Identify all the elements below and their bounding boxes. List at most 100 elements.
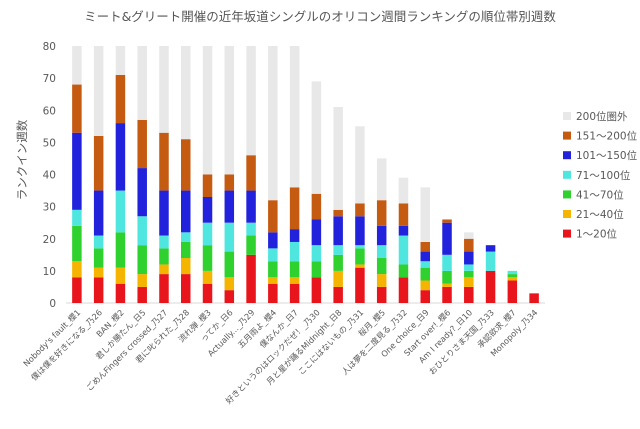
bar-segment [311, 277, 322, 303]
bar-segment [224, 174, 235, 191]
bar-segment [93, 190, 104, 236]
bar-segment [311, 245, 322, 262]
bar-segment [507, 277, 518, 281]
legend-swatch [563, 210, 571, 218]
bar-segment [464, 251, 474, 265]
bar-segment [398, 225, 409, 236]
bar-segment [507, 280, 518, 303]
bar-segment [464, 238, 474, 252]
bar-segment [398, 277, 409, 303]
legend-swatch [563, 190, 571, 199]
bar-segment [93, 135, 104, 191]
bar-segment [289, 229, 300, 242]
y-tick-label: 80 [43, 41, 56, 53]
legend-swatch [563, 229, 571, 238]
bar-segment [72, 261, 82, 278]
bar-segment [420, 280, 430, 291]
bar-segment [137, 119, 147, 169]
bar-segment [464, 232, 474, 239]
bar-segment [464, 277, 474, 287]
bar-segment [246, 254, 256, 303]
bar-segment [115, 283, 126, 303]
bar-segment [376, 245, 387, 259]
bar-segment [268, 261, 278, 278]
bar-segment [442, 286, 452, 303]
legend-label: 200位圏外 [576, 110, 628, 123]
bar-segment [485, 245, 496, 252]
bar-segment [224, 46, 235, 175]
bar-segment [442, 283, 452, 287]
bar-segment [246, 46, 256, 156]
bar-segment [507, 274, 518, 278]
bar-segment [202, 174, 213, 197]
y-axis: 0 10 20 30 40 50 60 70 80 [43, 41, 56, 310]
bar-segment [333, 254, 343, 271]
bar-segment [137, 274, 147, 287]
bar-segment [137, 46, 147, 120]
bar-segment [72, 225, 82, 262]
legend-swatch [563, 170, 571, 179]
bar-segment [355, 203, 365, 217]
bar-segment [181, 274, 191, 303]
bar-segment [246, 155, 256, 191]
bar-segment [333, 216, 343, 246]
bar-segment [420, 187, 430, 242]
bar-segment [202, 222, 213, 246]
bar-segment [355, 267, 365, 303]
bar-segment [464, 270, 474, 278]
bar-segment [181, 139, 191, 191]
bar-segment [72, 84, 82, 133]
bar-segment [355, 264, 365, 268]
bar-segment [268, 283, 278, 303]
bar-segment [355, 126, 365, 204]
legend-swatch [563, 131, 571, 140]
y-tick-label: 0 [49, 298, 56, 310]
bar-segment [442, 254, 452, 271]
bar-segment [159, 248, 169, 265]
bar-segment [333, 245, 343, 255]
bar-segment [93, 46, 104, 136]
y-tick-label: 30 [43, 202, 56, 214]
y-axis-label: ランクイン週数 [15, 119, 29, 200]
bar-segment [224, 222, 235, 252]
bar-segment [268, 200, 278, 233]
bar-segment [115, 74, 126, 124]
bar-segment [159, 274, 169, 303]
bar-segment [376, 158, 387, 201]
bar-segment [289, 277, 300, 284]
bar-segment [420, 267, 430, 281]
bar-segment [289, 241, 300, 262]
bar-segment [181, 190, 191, 233]
y-tick-label: 60 [43, 105, 56, 117]
bar-segment [181, 46, 191, 140]
bar-segment [224, 251, 235, 278]
bar-segment [224, 277, 235, 291]
bar-segment [268, 232, 278, 249]
bar-segment [289, 187, 300, 230]
bar-segment [333, 286, 343, 303]
bar-segment [93, 267, 104, 278]
x-axis-labels: Nobody's fault_櫻1僕は僕を好きになる_乃26BAN_櫻2君しか勝… [21, 307, 539, 405]
bar-segment [398, 264, 409, 278]
bar-segment [529, 293, 539, 303]
bar-segment [72, 209, 82, 226]
bar-segment [355, 245, 365, 249]
bar-segment [137, 286, 147, 303]
legend-label: 1〜20位 [576, 228, 618, 241]
legend-label: 71〜100位 [576, 169, 631, 182]
bar-segment [202, 196, 213, 223]
bar-segment [311, 219, 322, 246]
bar-segment [181, 241, 191, 259]
bar-segment [181, 232, 191, 242]
legend-swatch [563, 112, 571, 120]
chart-title: ミート&グリート開催の近年坂道シングルのオリコン週間ランキングの順位帯別週数 [84, 9, 556, 24]
bar-segment [398, 177, 409, 204]
bar-segment [93, 235, 104, 249]
bar-segment [442, 270, 452, 284]
bar-segment [333, 107, 343, 210]
bar-segment [115, 190, 126, 233]
bar-segment [181, 258, 191, 275]
bar-segment [137, 216, 147, 246]
bar-segment [442, 222, 452, 255]
